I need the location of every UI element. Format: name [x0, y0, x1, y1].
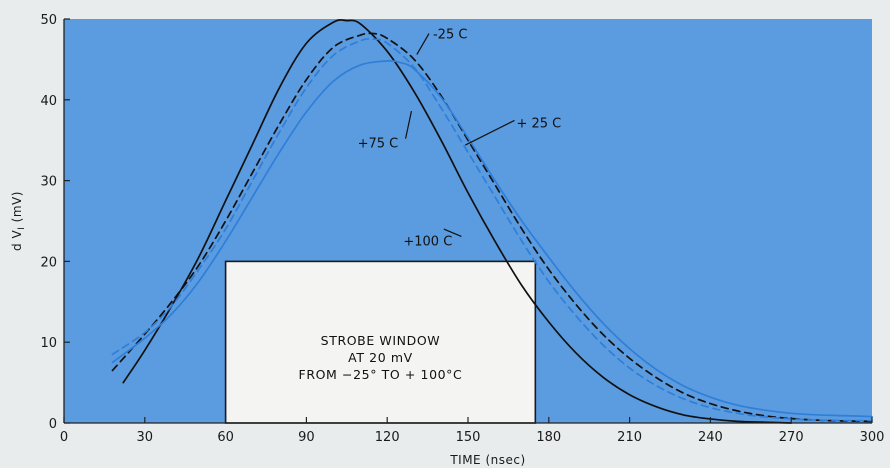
- y-tick-label: 20: [40, 255, 57, 270]
- annotation-leader: [443, 228, 462, 237]
- series-lines: [111, 19, 873, 424]
- x-tick-label: 60: [217, 430, 234, 445]
- y-axis-title-base: d V: [10, 230, 24, 251]
- x-tick-label: 210: [617, 430, 642, 445]
- x-tick-label: 240: [698, 430, 723, 445]
- y-axis-title: d VI (mV): [10, 191, 27, 251]
- strobe-window-label: AT 20 mV: [348, 350, 413, 365]
- y-tick-label: 40: [40, 94, 57, 109]
- x-tick-label: 180: [536, 430, 561, 445]
- y-tick-label: 0: [49, 417, 57, 432]
- annotation-leader: [404, 110, 413, 139]
- x-axis-title: TIME (nsec): [449, 453, 525, 467]
- tick-labels: 0 30 60 90 120 150 180 210 240 270 300 0 10 20 30 40 50: [40, 13, 884, 445]
- x-tick-label: 150: [456, 430, 481, 445]
- annotation-label: +100 C: [403, 234, 452, 249]
- y-tick-label: 50: [40, 13, 57, 28]
- series-line-0: [122, 19, 793, 424]
- annotation-label: +75 C: [358, 137, 399, 152]
- series-line-3: [111, 60, 873, 418]
- y-axis-title-subscript: I: [17, 227, 27, 230]
- y-tick-label: 30: [40, 175, 57, 190]
- annotation-leader: [465, 119, 515, 146]
- axes: [63, 18, 873, 424]
- strobe-window-label: FROM −25° TO + 100°C: [299, 367, 463, 382]
- annotations: -25 C +75 C + 25 C +100 C: [358, 28, 562, 250]
- y-axis-title-units: (mV): [10, 191, 24, 227]
- y-tick-label: 10: [40, 336, 57, 351]
- annotation-label: + 25 C: [516, 116, 561, 131]
- strobe-window-group: STROBE WINDOW AT 20 mV FROM −25° TO + 100°…: [224, 260, 537, 424]
- x-tick-label: 270: [779, 430, 804, 445]
- x-tick-label: 300: [860, 430, 885, 445]
- x-tick-label: 30: [137, 430, 154, 445]
- x-tick-label: 120: [375, 430, 400, 445]
- strobe-window-label: STROBE WINDOW: [321, 333, 441, 348]
- series-line-1: [111, 32, 873, 423]
- strobe-window-box: [224, 260, 537, 424]
- annotation-label: -25 C: [433, 28, 467, 43]
- x-tick-label: 0: [60, 430, 68, 445]
- series-line-2: [111, 37, 873, 422]
- x-tick-label: 90: [298, 430, 315, 445]
- annotation-leader: [416, 33, 430, 55]
